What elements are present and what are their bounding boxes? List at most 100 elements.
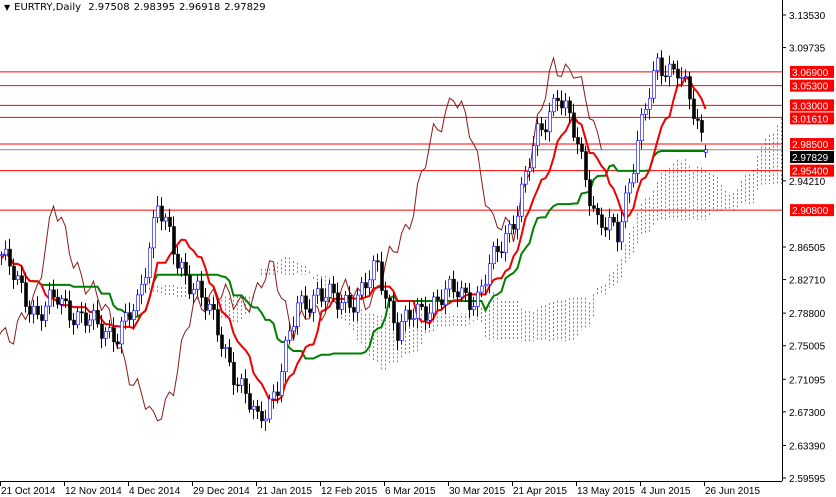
candle-body	[524, 171, 528, 185]
candle-body	[192, 289, 196, 295]
bull-candle	[148, 242, 152, 284]
candle-body	[432, 296, 436, 314]
horizontal-levels[interactable]	[0, 71, 782, 211]
candle-body	[544, 129, 548, 133]
price-label-text: 2.95400	[792, 167, 829, 178]
ohlc-close: 2.97829	[224, 2, 266, 13]
candle-body	[356, 294, 360, 313]
bull-candle	[16, 270, 20, 285]
candle-body	[36, 305, 40, 315]
bull-candle	[628, 178, 632, 204]
candle-body	[224, 347, 228, 349]
bull-candle	[404, 305, 408, 332]
bull-candle	[164, 213, 168, 231]
candle-body	[268, 398, 272, 420]
bear-candle	[232, 352, 236, 395]
bull-candle	[412, 308, 416, 327]
bull-candle	[136, 289, 140, 316]
candle-body	[620, 221, 624, 243]
candle-body	[120, 320, 124, 345]
bull-candle	[140, 274, 144, 305]
candle-body	[252, 405, 256, 410]
bull-candle	[240, 373, 244, 393]
level-price-label: 3.03000	[790, 99, 834, 112]
candle-body	[652, 70, 656, 99]
bear-candle	[228, 338, 232, 367]
candle-body	[248, 393, 252, 410]
candle-body	[92, 310, 96, 321]
bear-candle	[176, 246, 180, 274]
bear-candle	[24, 272, 28, 313]
bear-candle	[572, 103, 576, 142]
candle-body	[480, 285, 484, 293]
candle-body	[656, 57, 660, 72]
candle-body	[336, 292, 340, 310]
bull-candle	[360, 276, 364, 300]
bull-candle	[224, 344, 228, 359]
candle-body	[376, 260, 380, 263]
candle-body	[16, 275, 20, 280]
candle-body	[140, 283, 144, 296]
candle-body	[452, 278, 456, 293]
price-tick-label: 2.67300	[789, 408, 826, 419]
candle-body	[164, 216, 168, 222]
price-tick-label: 3.09735	[789, 44, 826, 55]
candle-body	[632, 173, 636, 184]
candle-body	[664, 75, 668, 78]
candle-body	[628, 182, 632, 194]
candle-body	[552, 97, 556, 113]
candle-body	[400, 321, 404, 341]
candle-body	[160, 205, 164, 222]
candle-body	[256, 405, 260, 412]
candle-body	[648, 97, 652, 110]
candle-body	[608, 217, 612, 231]
bull-candle	[548, 102, 552, 142]
bear-candle	[596, 203, 600, 225]
bear-candle	[660, 50, 664, 85]
price-tick-label: 3.13530	[789, 11, 826, 22]
bear-candle	[560, 90, 564, 115]
symbol-timeframe: EURTRY,Daily	[14, 2, 82, 13]
candle-body	[24, 282, 28, 307]
candle-body	[596, 208, 600, 216]
price-label-bg	[790, 99, 834, 112]
candle-body	[688, 76, 692, 100]
bull-candle	[252, 400, 256, 420]
bear-candle	[184, 252, 188, 285]
candle-body	[444, 288, 448, 306]
bull-candle	[296, 295, 300, 335]
chikou-span-line	[0, 55, 602, 422]
candle-body	[412, 318, 416, 320]
date-tick-label: 12 Nov 2014	[65, 486, 122, 497]
price-label-text: 3.03000	[792, 101, 829, 112]
candle-body	[304, 295, 308, 310]
date-tick-label: 13 May 2015	[577, 486, 635, 497]
candle-body	[668, 63, 672, 77]
bear-candle	[332, 276, 336, 302]
bull-candle	[144, 267, 148, 293]
bear-candle	[496, 238, 500, 263]
candle-body	[52, 289, 56, 298]
price-label-bg	[790, 138, 834, 151]
price-tick-label: 2.71095	[789, 375, 826, 386]
candle-body	[488, 263, 492, 285]
candles	[0, 50, 708, 431]
triangle-down-icon[interactable]: ▼	[4, 3, 11, 12]
ohlc-high: 2.98395	[133, 2, 175, 13]
bull-candle	[4, 240, 8, 261]
candle-body	[44, 305, 48, 321]
bear-candle	[468, 283, 472, 319]
candle-body	[604, 227, 608, 231]
bear-candle	[604, 217, 608, 237]
bull-candle	[208, 299, 212, 315]
candle-body	[568, 100, 572, 114]
bull-candle	[416, 297, 420, 329]
bear-candle	[576, 127, 580, 155]
bear-candle	[384, 281, 388, 309]
price-tick-label: 2.86505	[789, 243, 826, 254]
candle-body	[184, 261, 188, 276]
date-tick-label: 21 Oct 2014	[1, 486, 56, 497]
bull-candle	[684, 69, 688, 83]
